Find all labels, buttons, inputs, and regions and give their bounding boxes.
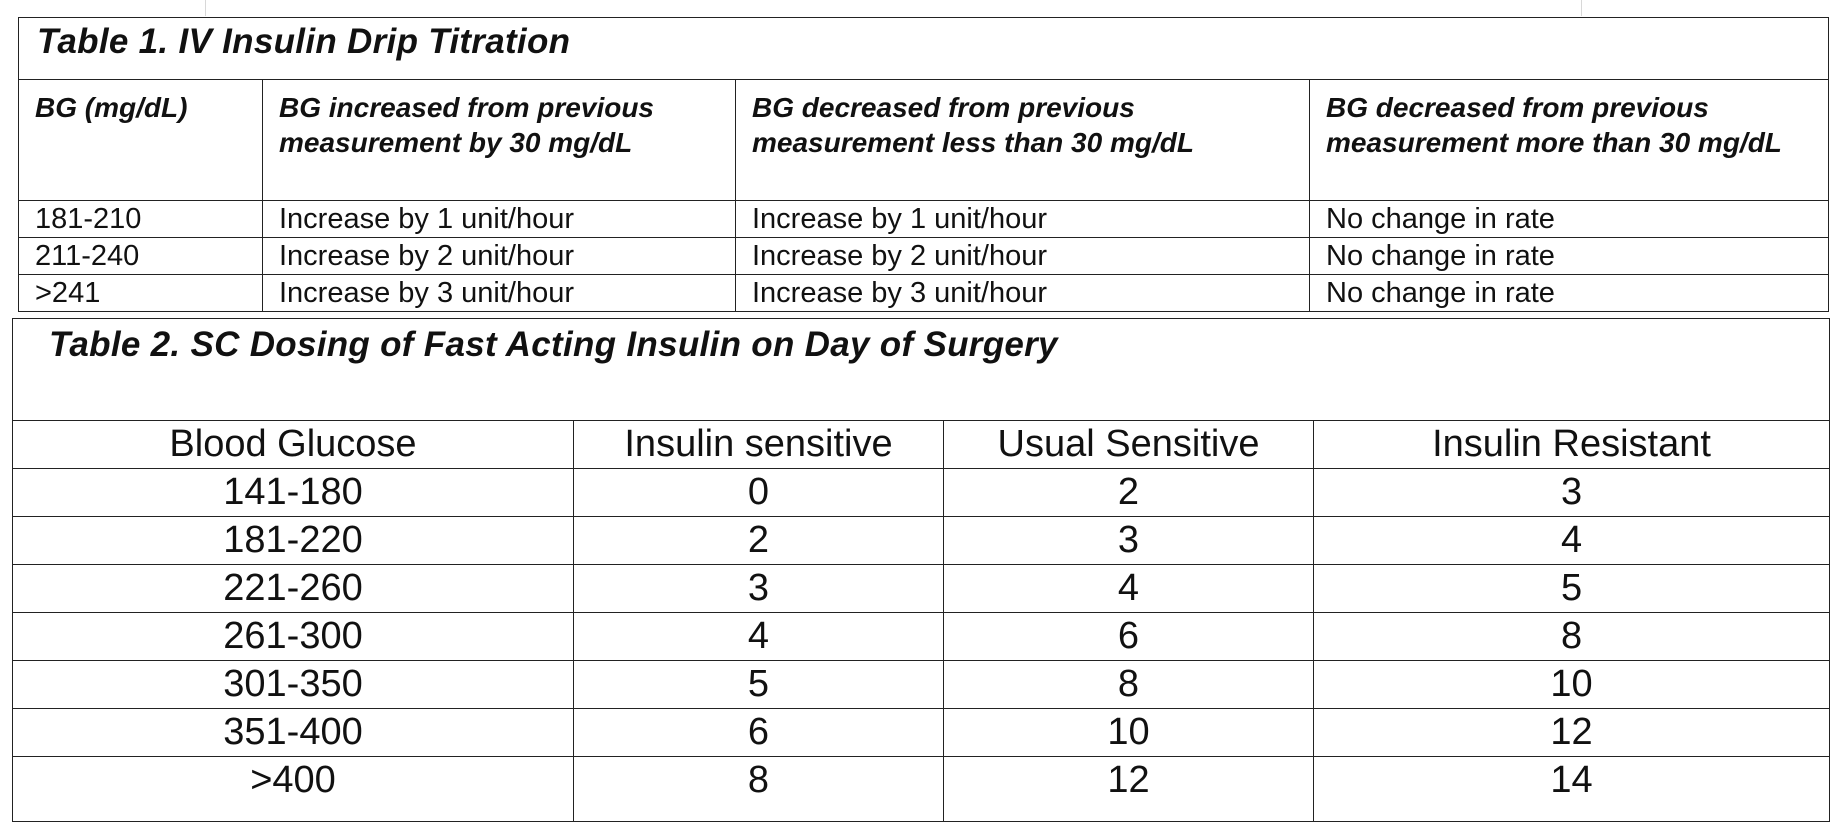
table2-header-insulin-resistant: Insulin Resistant	[1312, 420, 1831, 469]
table1-cell: Increase by 1 unit/hour	[262, 200, 736, 238]
table-row: 211-240 Increase by 2 unit/hour Increase…	[18, 237, 1830, 275]
table2-cell-bg: 351-400	[12, 708, 574, 757]
table2-cell-bg: 141-180	[12, 468, 574, 517]
table-row: 261-300 4 6 8	[12, 612, 1831, 661]
table-row: >400 8 12 14	[12, 756, 1831, 822]
table1-header-row: BG (mg/dL) BG increased from previous me…	[18, 79, 1830, 201]
table2-cell: 3	[1312, 468, 1831, 517]
table2-cell: 3	[943, 516, 1314, 565]
table2-cell: 10	[943, 708, 1314, 757]
table2-cell: 6	[573, 708, 944, 757]
table1-cell: Increase by 2 unit/hour	[735, 237, 1310, 275]
table1-cell-bg: 211-240	[18, 237, 263, 275]
table-row: 181-210 Increase by 1 unit/hour Increase…	[18, 200, 1830, 238]
table2-cell: 3	[573, 564, 944, 613]
table2-cell: 4	[1312, 516, 1831, 565]
page-margin-guide-right	[1581, 0, 1582, 16]
table2-cell: 8	[943, 660, 1314, 709]
table2-cell: 12	[1312, 708, 1831, 757]
table1-cell: Increase by 3 unit/hour	[262, 274, 736, 312]
table2-cell: 8	[1312, 612, 1831, 661]
table2-cell: 14	[1312, 756, 1831, 822]
table2-cell-bg: >400	[12, 756, 574, 822]
table2-cell-bg: 221-260	[12, 564, 574, 613]
table-row: 181-220 2 3 4	[12, 516, 1831, 565]
iv-insulin-drip-titration-table: Table 1. IV Insulin Drip Titration BG (m…	[17, 17, 1830, 312]
table1-title: Table 1. IV Insulin Drip Titration	[17, 17, 1830, 80]
table2-cell: 2	[943, 468, 1314, 517]
table2-cell: 4	[943, 564, 1314, 613]
table2-cell: 0	[573, 468, 944, 517]
table2-cell-bg: 261-300	[12, 612, 574, 661]
table1-cell: Increase by 3 unit/hour	[735, 274, 1310, 312]
table1-cell: No change in rate	[1308, 274, 1830, 312]
table1-header-decreased-less: BG decreased from previous measurement l…	[735, 79, 1310, 201]
table2-cell: 6	[943, 612, 1314, 661]
table-row: 301-350 5 8 10	[12, 660, 1831, 709]
table1-cell-bg: >241	[18, 274, 263, 312]
table2-title: Table 2. SC Dosing of Fast Acting Insuli…	[11, 318, 1831, 421]
table2-cell-bg: 181-220	[12, 516, 574, 565]
table2-header-insulin-sensitive: Insulin sensitive	[573, 420, 944, 469]
table1-cell: Increase by 2 unit/hour	[262, 237, 736, 275]
table1-header-decreased-more: BG decreased from previous measurement m…	[1308, 79, 1830, 201]
table1-cell: No change in rate	[1308, 200, 1830, 238]
table-row: 141-180 0 2 3	[12, 468, 1831, 517]
sc-fast-acting-insulin-dosing-table: Table 2. SC Dosing of Fast Acting Insuli…	[11, 318, 1831, 822]
table1-header-increased: BG increased from previous measurement b…	[262, 79, 736, 201]
table2-header-usual-sensitive: Usual Sensitive	[943, 420, 1314, 469]
table1-cell: No change in rate	[1308, 237, 1830, 275]
table2-cell: 5	[1312, 564, 1831, 613]
table1-cell: Increase by 1 unit/hour	[735, 200, 1310, 238]
table2-cell-bg: 301-350	[12, 660, 574, 709]
table2-cell: 12	[943, 756, 1314, 822]
table2-cell: 2	[573, 516, 944, 565]
table2-cell: 10	[1312, 660, 1831, 709]
table2-cell: 5	[573, 660, 944, 709]
page-margin-guide-left	[205, 0, 206, 16]
table2-header-row: Blood Glucose Insulin sensitive Usual Se…	[12, 420, 1831, 469]
table2-cell: 4	[573, 612, 944, 661]
table-row: >241 Increase by 3 unit/hour Increase by…	[18, 274, 1830, 312]
table-row: 351-400 6 10 12	[12, 708, 1831, 757]
table2-header-blood-glucose: Blood Glucose	[12, 420, 574, 469]
table-row: 221-260 3 4 5	[12, 564, 1831, 613]
table2-cell: 8	[573, 756, 944, 822]
table1-cell-bg: 181-210	[18, 200, 263, 238]
table1-header-bg: BG (mg/dL)	[18, 79, 263, 201]
